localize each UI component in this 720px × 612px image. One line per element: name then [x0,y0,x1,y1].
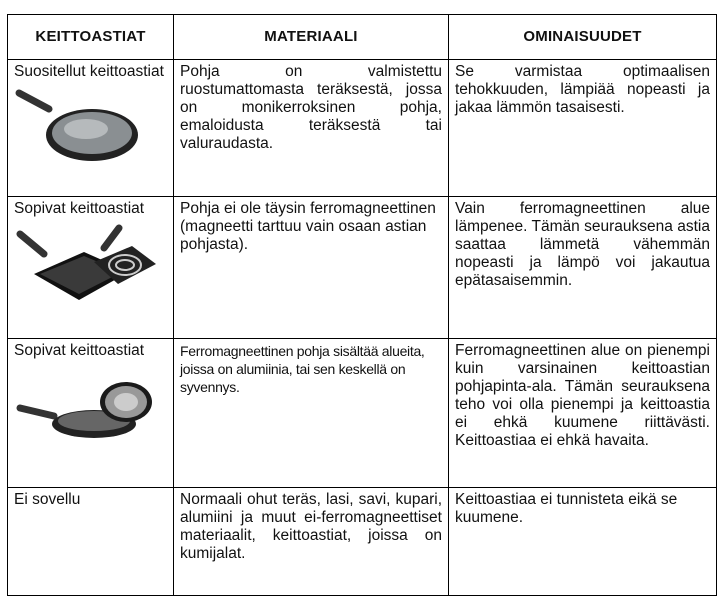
cell: Ferromagneettinen pohja sisältää alueita… [173,338,449,488]
header-cell: KEITTOASTIAT [7,14,174,60]
grill-pan-icon [16,224,156,300]
cell-text: Sopivat keittoastiat [14,200,145,217]
pan-icon [16,382,152,438]
cell: Se varmistaa optimaalisen tehokkuuden, l… [448,59,717,197]
cell: Keittoastiaa ei tunnisteta eikä se kuume… [448,487,717,596]
cell: Sopivat keittoastiat [7,196,174,339]
header-cell: OMINAISUUDET [448,14,717,60]
cell: Ei sovellu [7,487,174,596]
cell: Suositellut keittoastiat [7,59,174,197]
cell-text: Sopivat keittoastiat [14,342,145,359]
cell-text: Suositellut keittoastiat [14,63,164,80]
pan-icon [15,89,138,161]
cell: Pohja ei ole täysin ferromagneettinen (m… [173,196,449,339]
row: Sopivat keittoastiat Pohja ei ole täysin… [7,196,717,339]
cell: Vain ferromagneettinen alue lämpenee. Tä… [448,196,717,339]
row: Suositellut keittoastiat Pohja on valmis… [7,59,717,197]
row: Ei sovellu Normaali ohut teräs, lasi, sa… [7,487,717,596]
cell: Pohja on valmistettu ruostumattomasta te… [173,59,449,197]
row: Sopivat keittoastiat Ferromagneettinen p… [7,338,717,488]
cookware-table: KEITTOASTIAT MATERIAALI OMINAISUUDET Suo… [7,14,717,596]
cell: Ferromagneettinen alue on pienempi kuin … [448,338,717,488]
header-row: KEITTOASTIAT MATERIAALI OMINAISUUDET [7,14,717,60]
cell: Normaali ohut teräs, lasi, savi, kupari,… [173,487,449,596]
cell: Sopivat keittoastiat [7,338,174,488]
header-cell: MATERIAALI [173,14,449,60]
